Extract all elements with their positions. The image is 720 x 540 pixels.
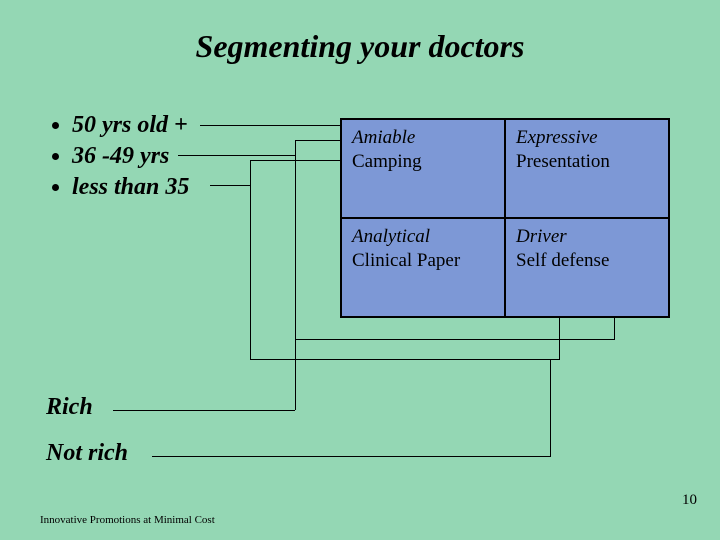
quadrant-body: Clinical Paper <box>352 250 460 271</box>
label-not-rich: Not rich <box>46 440 128 467</box>
age-bullets: 50 yrs old + 36 -49 yrs less than 35 <box>50 112 189 205</box>
label-rich: Rich <box>46 394 93 421</box>
connector-line <box>178 155 295 156</box>
slide: Segmenting your doctors 50 yrs old + 36 … <box>0 0 720 540</box>
connector-line <box>550 360 551 457</box>
bullet-item: 36 -49 yrs <box>72 143 189 170</box>
quadrant-title: Expressive <box>516 127 598 148</box>
quadrant-body: Self defense <box>516 250 609 271</box>
quadrant-cell-analytical: Analytical Clinical Paper <box>341 218 505 317</box>
quadrant-cell-driver: Driver Self defense <box>505 218 669 317</box>
connector-line <box>210 185 250 186</box>
footer-text: Innovative Promotions at Minimal Cost <box>40 514 215 526</box>
quadrant-title: Driver <box>516 226 567 247</box>
connector-line <box>113 410 295 411</box>
quadrant-grid: Amiable Camping Expressive Presentation … <box>340 118 670 318</box>
quadrant-cell-expressive: Expressive Presentation <box>505 119 669 218</box>
slide-title: Segmenting your doctors <box>0 28 720 65</box>
bullet-item: 50 yrs old + <box>72 112 189 139</box>
connector-line <box>200 125 340 126</box>
connector-line <box>152 456 550 457</box>
quadrant-title: Amiable <box>352 127 415 148</box>
quadrant-body: Presentation <box>516 151 610 172</box>
quadrant-body: Camping <box>352 151 422 172</box>
connector-line <box>295 340 296 410</box>
quadrant-title: Analytical <box>352 226 430 247</box>
bullet-item: less than 35 <box>72 174 189 201</box>
quadrant-cell-amiable: Amiable Camping <box>341 119 505 218</box>
page-number: 10 <box>682 492 697 509</box>
